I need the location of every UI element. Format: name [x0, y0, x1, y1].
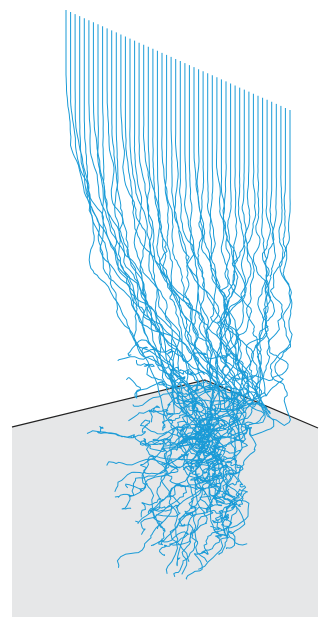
page: (() => { const data = JSON.parse(documen… — [0, 0, 325, 617]
figure — [0, 0, 325, 617]
strand — [66, 10, 210, 415]
